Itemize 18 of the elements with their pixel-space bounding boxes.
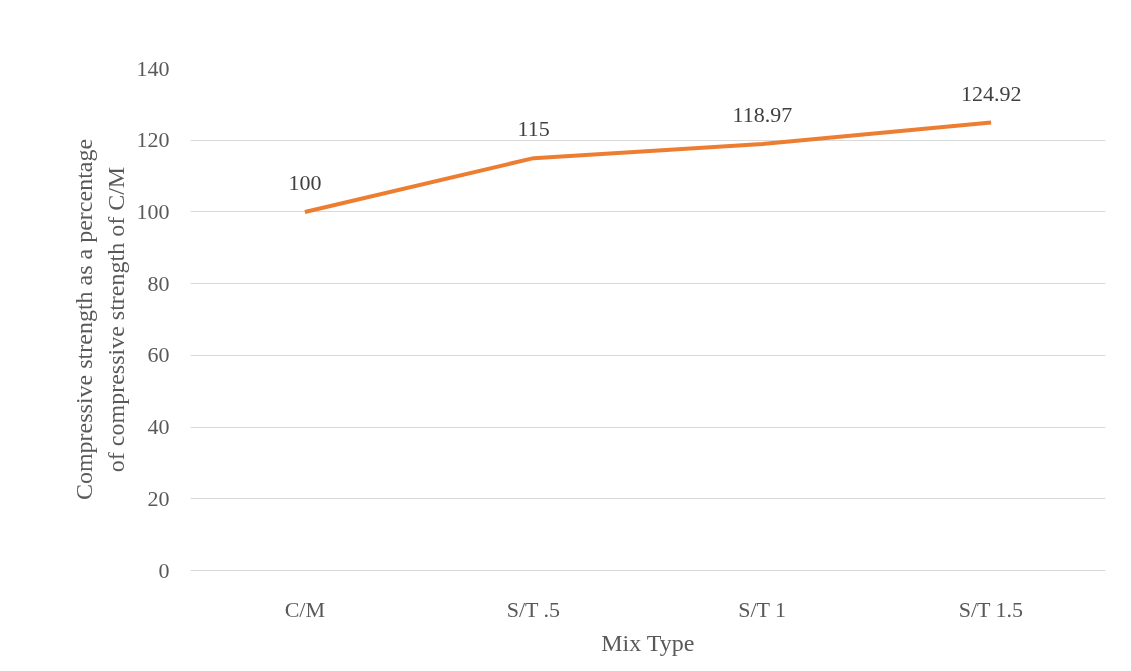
y-tick-label: 80 xyxy=(147,270,170,296)
x-tick-label: S/T .5 xyxy=(506,596,561,622)
y-tick-label: 60 xyxy=(147,342,170,368)
data-label: 118.97 xyxy=(732,101,793,127)
y-tick-label: 0 xyxy=(158,557,170,583)
data-label: 100 xyxy=(288,169,322,195)
y-tick-label: 100 xyxy=(136,198,170,224)
x-tick-label: S/T 1 xyxy=(738,596,787,622)
x-axis-title: Mix Type xyxy=(601,629,695,656)
y-tick-label: 40 xyxy=(147,414,170,440)
x-tick-label: S/T 1.5 xyxy=(958,596,1024,622)
y-tick-label: 140 xyxy=(136,55,170,81)
y-tick-label: 20 xyxy=(147,485,170,511)
data-label: 115 xyxy=(517,116,550,142)
data-label: 124.92 xyxy=(960,80,1022,106)
y-tick-label: 120 xyxy=(136,127,170,153)
y-axis-title: Compressive strength as a percentage of compressive strength of C/M xyxy=(71,138,129,501)
x-tick-label: C/M xyxy=(284,596,326,622)
